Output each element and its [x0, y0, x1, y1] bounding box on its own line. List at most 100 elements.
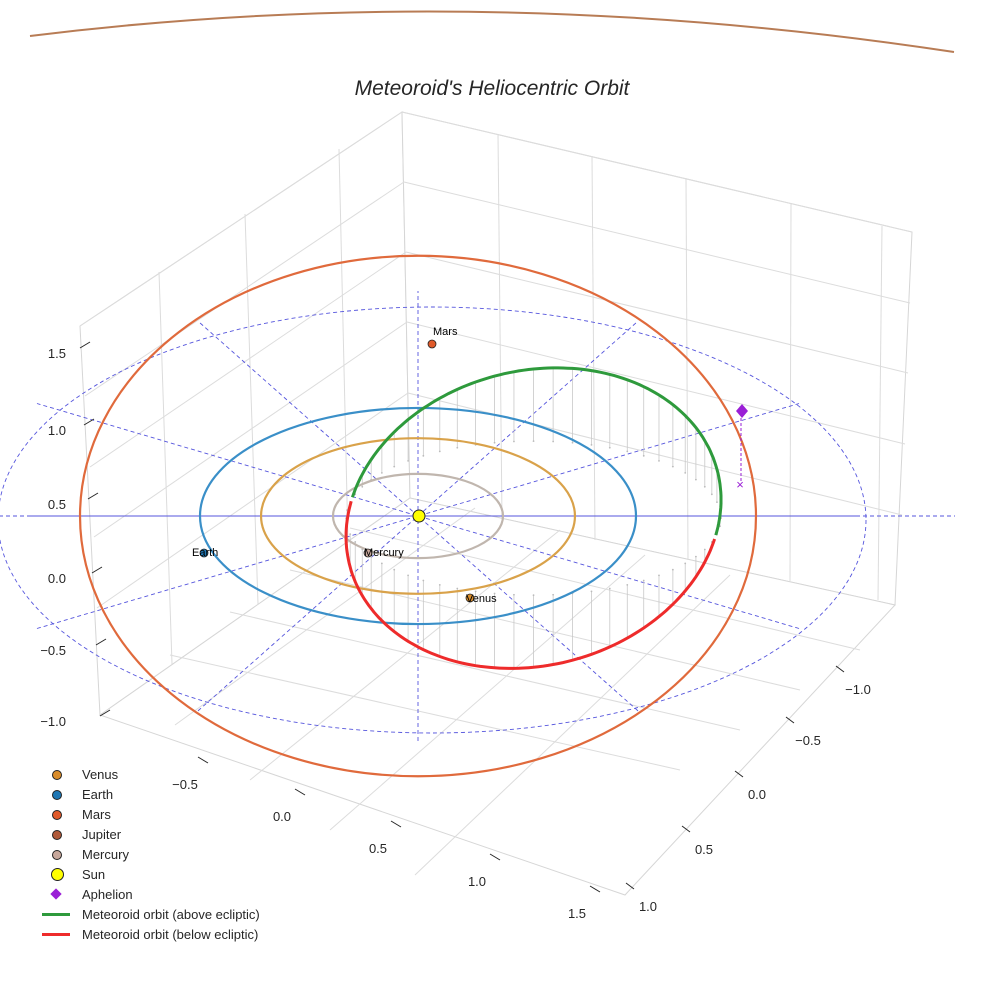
aphelion-projection: × [736, 477, 744, 492]
drop-point [552, 593, 555, 596]
axes-box [79, 111, 913, 896]
legend-label: Sun [82, 866, 106, 882]
grid-line [405, 251, 909, 374]
grid-line [406, 321, 906, 445]
grid-line [403, 181, 911, 304]
drop-point [354, 541, 357, 543]
drop-point [716, 501, 718, 504]
legend-item: Aphelion [36, 884, 260, 904]
drop-point [493, 441, 496, 444]
z-tick-label: −0.5 [40, 643, 66, 658]
legend-item: Venus [36, 764, 260, 784]
z-tick-label: 0.0 [48, 571, 66, 586]
legend: Venus Earth Mars Jupiter Mercury Sun Aphelion M… [36, 764, 260, 944]
aphelion-marker [736, 404, 748, 418]
x-tick-mark [294, 788, 306, 796]
drop-point [590, 590, 593, 593]
x-tick-mark [589, 885, 601, 893]
markers: Mars Earth Mercury Venus × [192, 326, 748, 605]
drop-point [513, 593, 515, 596]
grid-line [401, 111, 913, 233]
orbit-earth [198, 406, 638, 626]
legend-symbol [36, 764, 80, 784]
grid-vertical [591, 155, 596, 541]
drop-point [608, 446, 611, 449]
legend-label: Aphelion [82, 886, 133, 902]
legend-label: Earth [82, 786, 114, 802]
y-tick-label: −0.5 [795, 733, 821, 748]
drop-point [684, 471, 687, 474]
reference-circle [0, 306, 867, 734]
legend-label: Meteoroid orbit (above ecliptic) [82, 906, 260, 922]
drop-point [456, 446, 459, 449]
grid-vertical [158, 271, 173, 665]
drop-point [608, 587, 611, 590]
drop-point [438, 583, 441, 586]
legend-symbol [36, 844, 80, 864]
x-tick-mark [390, 820, 402, 828]
drop-point [349, 533, 352, 536]
y-tick-mark [785, 716, 795, 724]
x-tick-mark [197, 756, 209, 764]
drop-point [658, 574, 660, 577]
y-tick-mark [681, 825, 691, 833]
z-tick-mark [99, 709, 111, 717]
legend-symbol [36, 824, 80, 844]
legend-item: Mars [36, 804, 260, 824]
legend-label: Mars [82, 806, 111, 822]
y-tick-label: 0.5 [695, 842, 713, 857]
drop-point [642, 454, 645, 457]
grid-line [79, 111, 403, 327]
drop-point [456, 587, 459, 590]
drop-point [658, 459, 660, 462]
z-tick-mark [87, 492, 99, 500]
x-tick-label: 1.0 [468, 874, 486, 889]
orbit-mars [78, 254, 758, 778]
grid-line [89, 251, 407, 468]
grid-line [249, 529, 561, 781]
drop-point [438, 450, 441, 453]
drop-point [710, 493, 713, 496]
y-tick-mark [835, 665, 845, 673]
y-tick-mark [625, 882, 635, 890]
legend-label: Mercury [82, 846, 129, 862]
chart-title: Meteoroid's Heliocentric Orbit [355, 77, 631, 100]
drop-point [703, 548, 706, 551]
drop-point [532, 440, 535, 442]
axis-ticks: 1.5 1.0 0.5 0.0 −0.5 −1.0 −0.5 0.0 0.5 1.0 1.5 −1.0… [40, 341, 871, 921]
legend-item: Mercury [36, 844, 260, 864]
grid-line [174, 507, 476, 726]
drop-point [626, 450, 629, 453]
planet-label-earth: Earth [192, 547, 218, 559]
grid-line [93, 321, 408, 538]
drop-point [361, 485, 364, 488]
planet-label-mars: Mars [433, 326, 458, 338]
meteoroid-orbit [344, 366, 723, 670]
orbit-venus [259, 437, 577, 595]
planet-label-mercury: Mercury [364, 547, 404, 559]
z-tick-label: 1.0 [48, 423, 66, 438]
grid-vertical [244, 213, 259, 605]
legend-label: Venus [82, 766, 119, 782]
drop-point [626, 583, 629, 586]
legend-item: Earth [36, 784, 260, 804]
planet-orbits [78, 254, 758, 778]
drop-point [671, 465, 674, 468]
planet-marker-mercury [363, 548, 373, 558]
planet-label-venus: Venus [466, 593, 497, 605]
grid-vertical [497, 133, 503, 520]
legend-symbol [36, 884, 80, 904]
planet-marker-venus [465, 593, 475, 603]
y-tick-label: 1.0 [639, 899, 657, 914]
grid-line [229, 611, 741, 731]
y-tick-label: −1.0 [845, 682, 871, 697]
drop-point [532, 594, 535, 597]
grid-line [169, 654, 681, 771]
planet-marker-earth [199, 548, 209, 558]
drop-point [684, 562, 687, 565]
z-tick-mark [91, 566, 103, 574]
legend-item: Meteoroid orbit (below ecliptic) [36, 924, 260, 944]
z-tick-label: −1.0 [40, 714, 66, 729]
grid-vertical [789, 203, 792, 583]
legend-item: Meteoroid orbit (above ecliptic) [36, 904, 260, 924]
